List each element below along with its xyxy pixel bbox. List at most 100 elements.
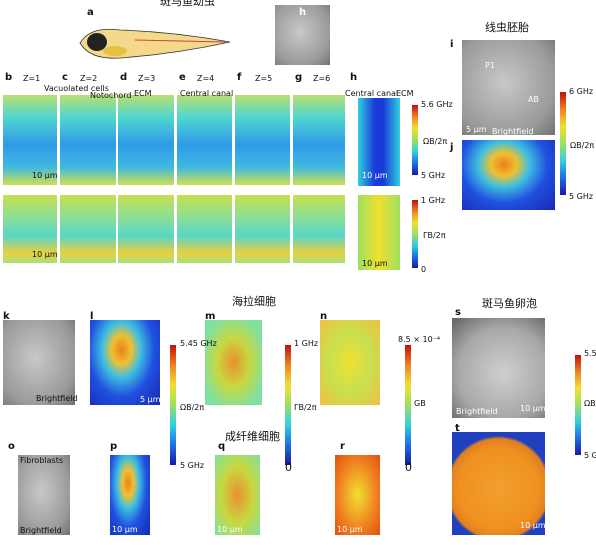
shift-image [462,140,555,210]
modulus-image [335,455,380,535]
annotation: ECM [396,89,414,98]
colorbar-min: 5 GHz [569,192,594,201]
width-image [177,195,232,263]
colorbar-min: 0 [285,461,292,474]
shift-image [3,95,57,185]
brightfield-image [462,40,555,135]
width-image [235,195,290,263]
panel-letter: e [179,72,186,83]
colorbar-min: 5 GHz [421,171,446,180]
z-label: Z=3 [138,74,156,83]
panel-letter: j [450,142,454,153]
colorbar-max: 1 GHz [421,196,446,205]
shift-image [452,432,545,535]
panel-letter: r [340,441,345,452]
z-label: Z=5 [255,74,273,83]
section-title: 成纤维细胞 [225,430,280,443]
panel-letter: c [62,72,68,83]
z-label: Z=2 [80,74,98,83]
scale-bar: 10 µm [217,525,243,534]
colorbar-label: GB [414,399,426,408]
scale-bar: 10 µm [520,521,546,530]
scale-bar: 10 µm [362,171,388,180]
panel-letter: o [8,441,15,452]
mode-label: Brightfield [36,394,78,403]
panel-letter: f [237,72,242,83]
colorbar-label: ΩB/2π [584,399,596,408]
colorbar [405,345,411,465]
section-image [358,195,400,270]
sample-label: Fibroblasts [20,456,64,465]
shift-image [177,95,232,185]
annotation: Central canal [180,89,234,98]
panel-letter: k [3,311,10,322]
colorbar [170,345,176,465]
z-label: Z=1 [23,74,41,83]
scale-bar: 10 µm [32,171,58,180]
shift-image [235,95,290,185]
width-image [118,195,174,263]
section-title: 斑马鱼幼虫 [160,0,215,8]
colorbar-max: 8.5 × 10⁻⁴ [398,335,441,344]
annotation: Vacuolated cells [44,84,109,93]
panel-letter: m [205,311,216,322]
width-image [60,195,116,263]
annotation: Notochord [90,91,132,100]
section-title: 线虫胚胎 [485,21,529,34]
panel-letter: p [110,441,118,452]
modulus-image [320,320,380,405]
mode-label: Brightfield [456,407,498,416]
colorbar [412,105,418,175]
colorbar-max: 6 GHz [569,87,594,96]
panel-letter: i [450,39,454,50]
scale-bar: 10 µm [112,525,138,534]
annotation: Central canal [345,89,399,98]
annotation: ECM [134,89,152,98]
colorbar-min: 0 [421,265,427,274]
width-image [3,195,57,263]
cell-label: P1 [485,61,495,70]
brightfield-image [3,320,75,405]
larva-drawing [79,28,231,59]
brightfield-image [18,455,70,535]
panel-letter: s [455,307,461,318]
section-title: 海拉细胞 [232,295,276,308]
shift-image [90,320,160,405]
panel-letter: h [299,7,307,18]
colorbar-label: ΓB/2π [294,403,317,412]
colorbar-min: 0 [405,461,412,474]
colorbar-label: ΩB/2π [180,403,205,412]
panel-letter: n [320,311,328,322]
inset-image [275,5,330,65]
width-image [215,455,260,535]
colorbar-label: ΩB/2π [570,141,595,150]
mode-label: Brightfield [492,127,534,136]
colorbar-label: ΓB/2π [423,231,446,240]
panel-letter: l [90,311,94,322]
colorbar [412,200,418,268]
panel-letter: d [120,72,128,83]
scale-bar: 10 µm [520,404,546,413]
scale-bar: 5 µm [466,125,487,134]
colorbar [285,345,291,465]
scale-bar: 10 µm [362,259,388,268]
colorbar-max: 1 GHz [294,339,319,348]
shift-image [110,455,150,535]
z-label: Z=6 [313,74,331,83]
panel-letter: t [455,423,460,434]
cell-label: AB [528,95,539,104]
colorbar-label: ΩB/2π [423,137,448,146]
section-title: 斑马鱼卵泡 [482,297,537,310]
brightfield-image [452,318,545,418]
panel-letter: b [5,72,13,83]
colorbar-max: 5.6 GHz [421,100,453,109]
colorbar-min: 5 GHz [584,451,596,460]
panel-letter: a [87,7,94,18]
section-image [358,98,400,186]
colorbar [575,355,581,455]
mode-label: Brightfield [20,526,62,535]
width-image [293,195,345,263]
shift-image [60,95,116,185]
scale-bar: 10 µm [32,250,58,259]
